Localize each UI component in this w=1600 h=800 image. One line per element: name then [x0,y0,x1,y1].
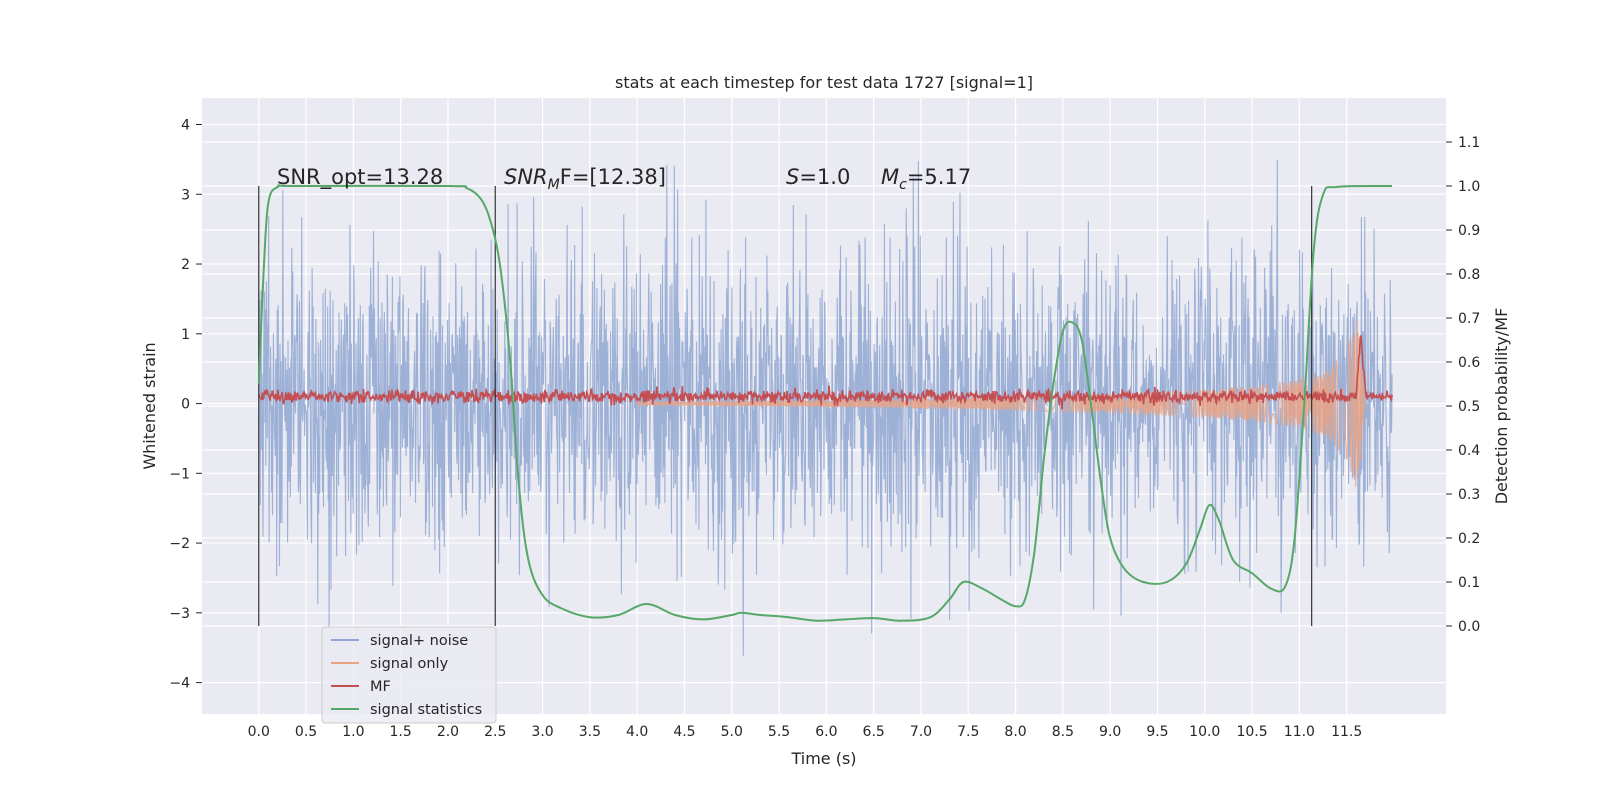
y-right-axis-label: Detection probability/MF [1492,308,1511,505]
x-tick-label: 6.5 [863,724,885,740]
y-right-tick-label: 0.8 [1458,267,1480,283]
signal-plus-noise-line [258,159,1393,656]
x-axis-label: Time (s) [790,749,856,768]
annotation-mc-symbol: M [881,165,899,189]
x-tick-label: 8.0 [1004,724,1026,740]
y-tick-label: −2 [169,536,190,552]
x-tick-label: 5.0 [721,724,743,740]
x-tick-label: 11.0 [1284,724,1315,740]
series-signal-statistics [257,184,1393,622]
annotation-s-value: =1.0 [799,165,850,189]
legend-label-mf: MF [370,679,391,695]
annotation-s-symbol: S [786,165,799,189]
legend: signal+ noise signal only MF signal stat… [321,626,497,724]
x-tick-label: 2.5 [484,724,506,740]
x-tick-label: 1.0 [342,724,364,740]
y-right-tick-label: 0.2 [1458,531,1480,547]
x-tick-label: 4.0 [626,724,648,740]
x-tick-label: 10.5 [1236,724,1267,740]
y-tick-label: −3 [169,606,190,622]
y-right-tick-label: 0.0 [1458,619,1480,635]
mf-line [258,335,1393,410]
x-tick-label: 7.5 [957,724,979,740]
y-right-tick-label: 0.4 [1458,443,1480,459]
annotation-snr-mf-value: F=[12.38] [560,165,666,189]
legend-label-signal-plus-noise: signal+ noise [370,633,468,649]
y-right-tick-label: 0.1 [1458,575,1480,591]
y-tick-label: 2 [181,257,190,273]
x-tick-label: 10.0 [1189,724,1220,740]
annotation-s: S=1.0 [786,165,850,189]
y-right-tick-label: 0.3 [1458,487,1480,503]
y-right-tick-label: 0.6 [1458,355,1480,371]
x-tick-label: 2.0 [437,724,459,740]
annotation-mc: Mc=5.17 [881,165,971,193]
y-axis-ticks: 4 3 2 1 0 −1 −2 −3 −4 [169,118,202,692]
legend-label-signal-statistics: signal statistics [370,702,482,718]
y-axis-label: Whitened strain [140,342,159,469]
series-mf [258,335,1393,410]
x-tick-label: 6.0 [815,724,837,740]
y-tick-label: 4 [181,118,190,134]
y-tick-label: −1 [169,466,190,482]
x-tick-label: 11.5 [1331,724,1362,740]
y-tick-label: 1 [181,327,190,343]
x-tick-label: 9.5 [1146,724,1168,740]
series-signal-plus-noise [258,159,1393,656]
annotation-mc-value: =5.17 [907,165,971,189]
y-tick-label: −4 [169,676,190,692]
x-tick-label: 8.5 [1052,724,1074,740]
y-right-tick-label: 1.1 [1458,135,1480,151]
chart-title: stats at each timestep for test data 172… [615,73,1033,92]
x-tick-label: 1.5 [390,724,412,740]
x-tick-label: 0.5 [295,724,317,740]
y-tick-label: 3 [181,187,190,203]
y-right-tick-label: 0.5 [1458,399,1480,415]
y-right-tick-label: 0.7 [1458,311,1480,327]
x-tick-label: 4.5 [673,724,695,740]
x-tick-label: 3.0 [531,724,553,740]
x-tick-label: 7.0 [910,724,932,740]
x-tick-label: 5.5 [768,724,790,740]
annotation-snr-mf-subscript: M [548,177,560,193]
annotation-snr-mf-symbol: SNR [504,165,548,189]
x-tick-label: 0.0 [248,724,270,740]
y-right-axis-ticks: 1.1 1.0 0.9 0.8 0.7 0.6 0.5 0.4 0.3 0.2 0.1 0.0 [1446,135,1480,635]
annotation-mc-subscript: c [899,177,907,193]
annotation-snr-opt: SNR_opt=13.28 [277,165,443,190]
annotation-snr-mf: SNRMF=[12.38] [504,165,666,193]
y-right-tick-label: 0.9 [1458,223,1480,239]
x-tick-label: 9.0 [1099,724,1121,740]
legend-label-signal-only: signal only [370,656,449,672]
y-tick-label: 0 [181,397,190,413]
legend-box [321,626,497,724]
y-right-tick-label: 1.0 [1458,179,1480,195]
x-axis-ticks: 0.0 0.5 1.0 1.5 2.0 2.5 3.0 3.5 4.0 4.5 5.0 5.5 6.0 6… [248,724,1363,740]
vertical-markers [258,186,1313,626]
x-tick-label: 3.5 [579,724,601,740]
signal-statistics-line [257,184,1393,622]
